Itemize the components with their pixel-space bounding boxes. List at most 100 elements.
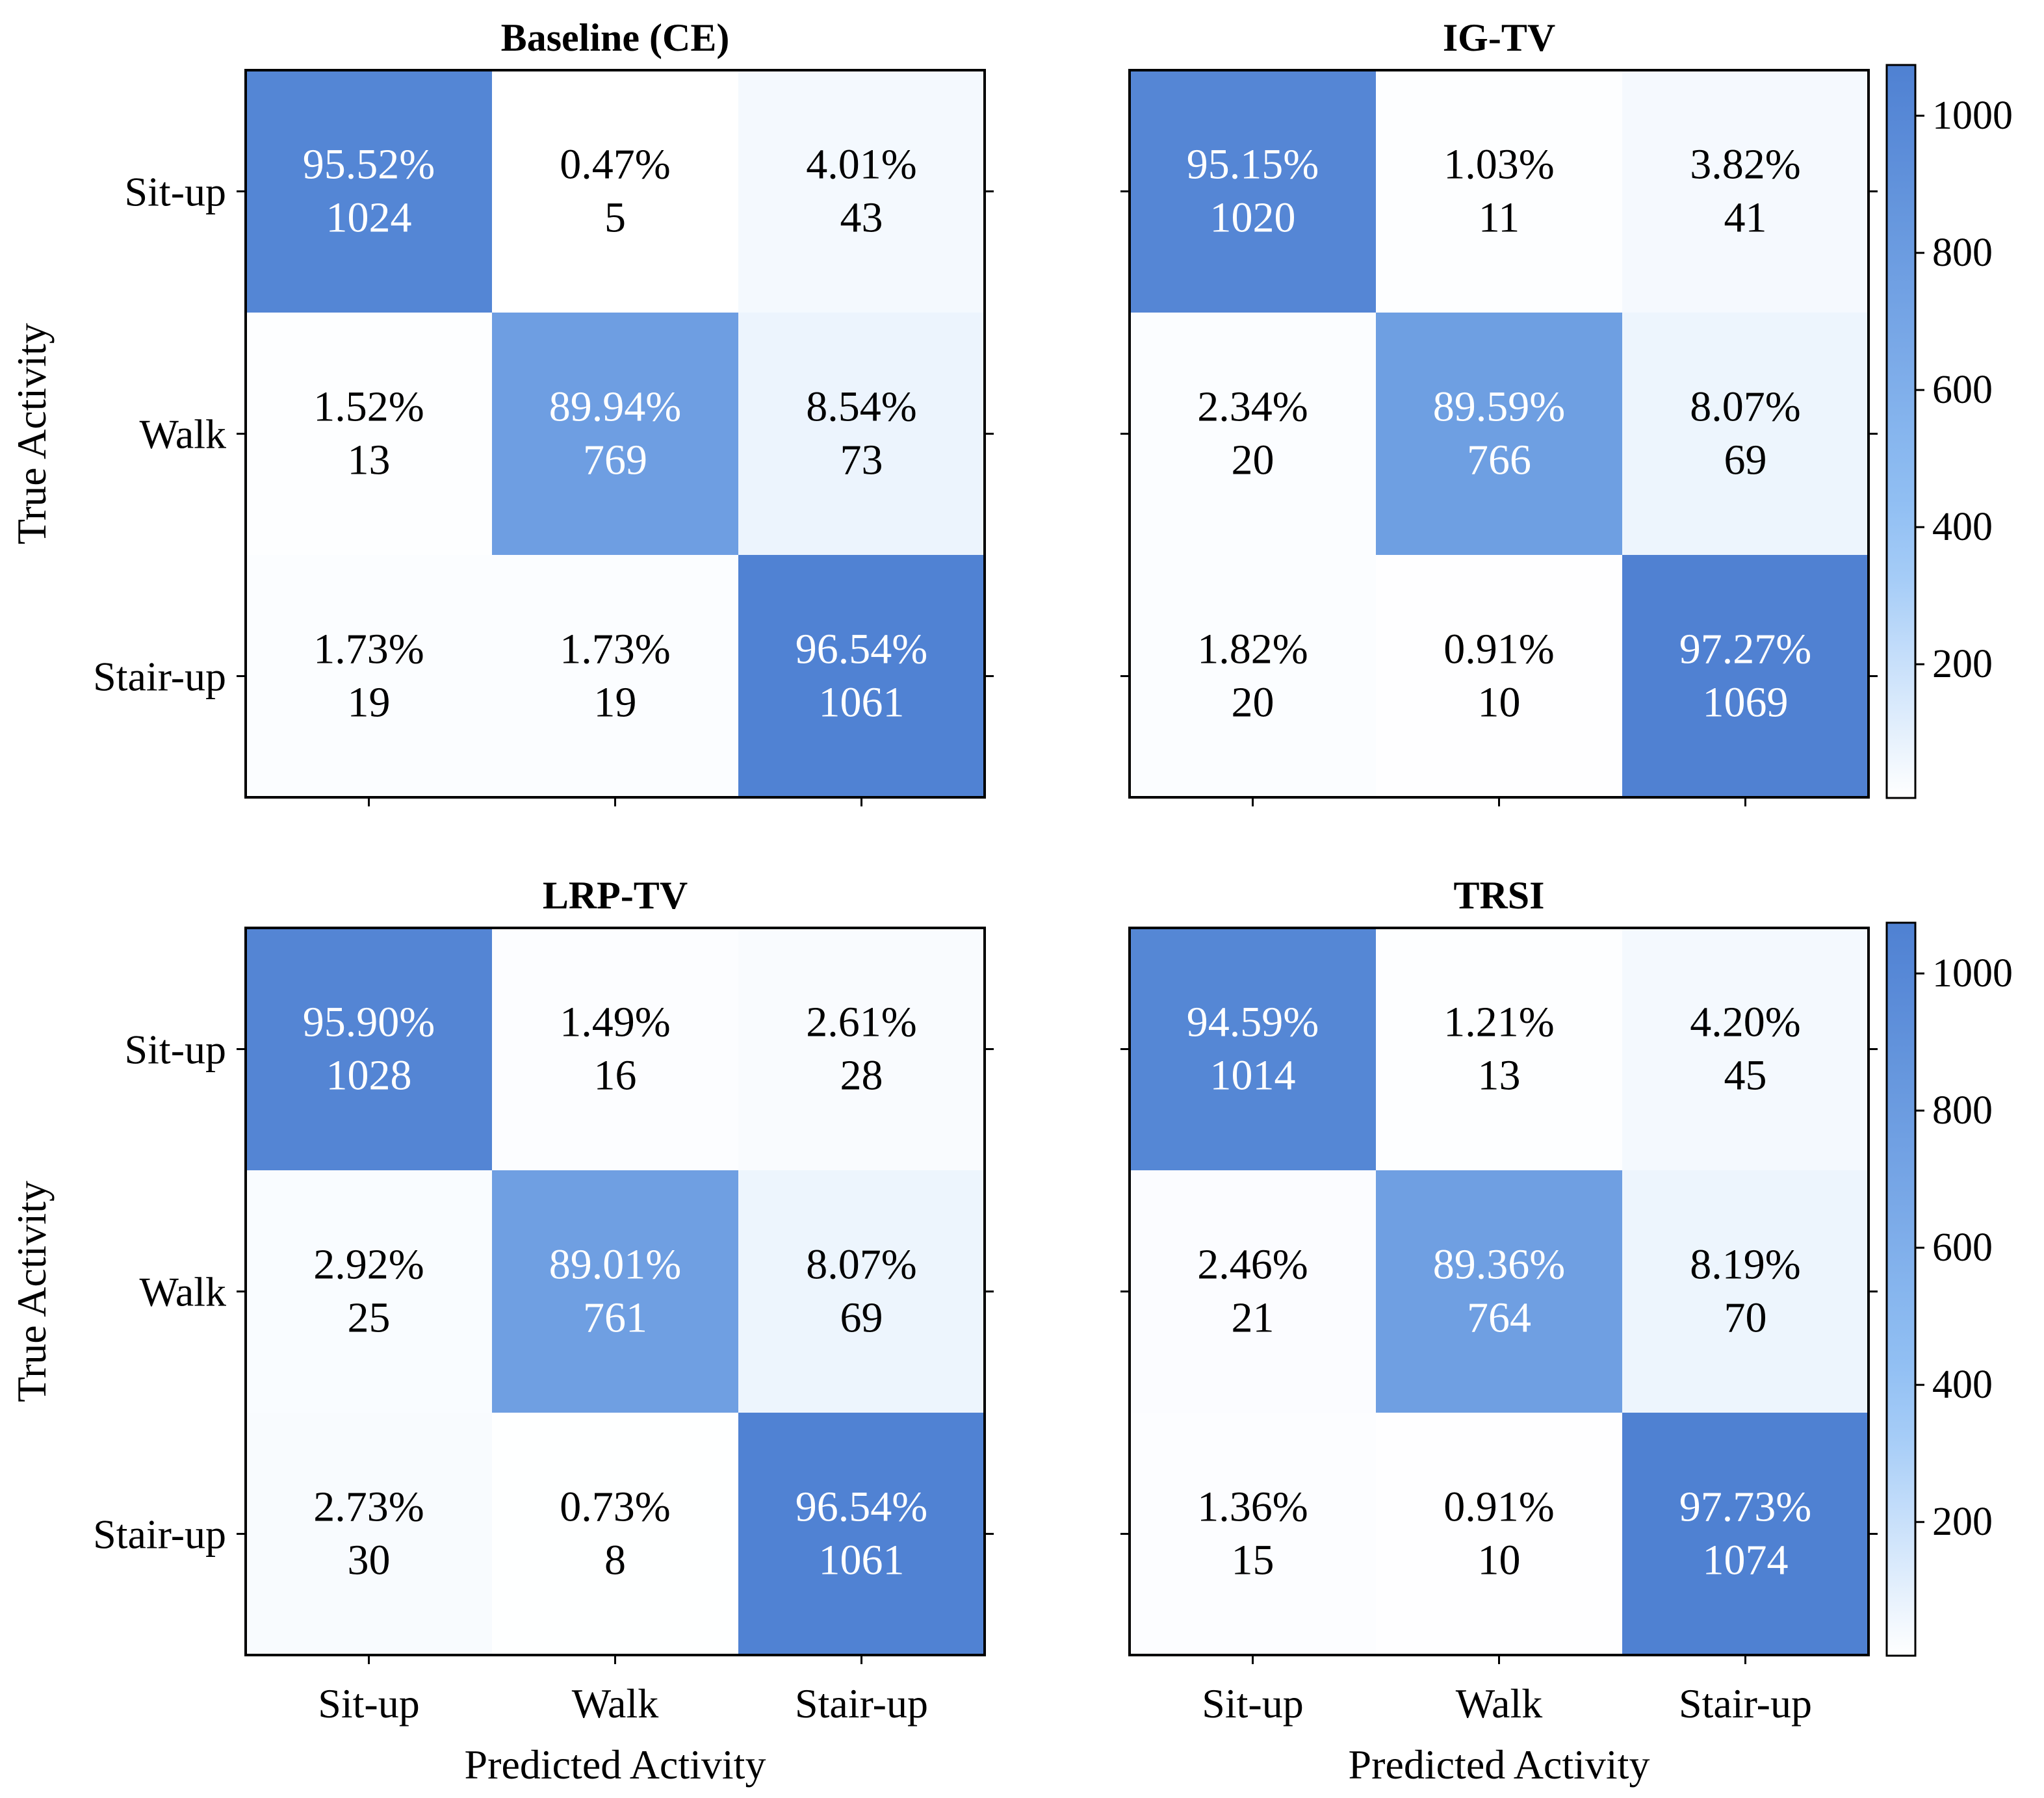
cell-count-label: 69 [840, 1294, 883, 1342]
cell-percentage-label: 2.92% [313, 1241, 424, 1289]
heatmap-cell [1130, 1170, 1377, 1413]
y-axis-label: True Activity [8, 323, 55, 545]
cell-count-label: 11 [1479, 194, 1520, 242]
colorbar-tick-label: 400 [1932, 505, 1993, 549]
cell-percentage-label: 89.94% [549, 383, 681, 431]
heatmap-cell [1376, 313, 1623, 556]
cell-count-label: 8 [604, 1537, 626, 1584]
panel-1: IG-TV95.15%10201.03%113.82%412.34%2089.5… [1120, 16, 2013, 806]
cell-count-label: 10 [1478, 679, 1521, 726]
cell-count-label: 1074 [1703, 1537, 1789, 1584]
cell-count-label: 1028 [326, 1052, 412, 1099]
cell-percentage-label: 94.59% [1187, 999, 1319, 1046]
heatmap-cell [246, 1170, 493, 1413]
cell-percentage-label: 97.73% [1679, 1483, 1811, 1531]
cell-percentage-label: 2.34% [1197, 383, 1308, 431]
heatmap-cell [738, 928, 985, 1171]
colorbar-tick-label: 800 [1932, 1088, 1993, 1133]
heatmap-cell [738, 1170, 985, 1413]
cell-count-label: 30 [348, 1537, 391, 1584]
colorbar-tick-label: 1000 [1932, 951, 2013, 995]
y-tick-label: Stair-up [93, 654, 226, 700]
cell-count-label: 19 [348, 679, 391, 726]
cell-count-label: 761 [583, 1294, 647, 1342]
heatmap-cell [1622, 555, 1869, 798]
cell-percentage-label: 2.73% [313, 1483, 424, 1531]
cell-count-label: 1069 [1703, 679, 1789, 726]
heatmap-cell [738, 555, 985, 798]
cell-count-label: 19 [594, 679, 637, 726]
cell-percentage-label: 1.52% [313, 383, 424, 431]
cell-count-label: 5 [604, 194, 626, 242]
panel-title: TRSI [1453, 874, 1544, 917]
cell-count-label: 764 [1467, 1294, 1531, 1342]
cell-percentage-label: 1.73% [313, 626, 424, 673]
heatmap-cell [1376, 1170, 1623, 1413]
cell-count-label: 20 [1232, 679, 1274, 726]
cell-percentage-label: 0.73% [560, 1483, 670, 1531]
cell-percentage-label: 1.82% [1197, 626, 1308, 673]
x-tick-label: Sit-up [318, 1680, 419, 1727]
heatmap-cell [246, 555, 493, 798]
heatmap-cell [246, 313, 493, 556]
cell-percentage-label: 1.36% [1197, 1483, 1308, 1531]
cell-count-label: 69 [1724, 437, 1767, 484]
colorbar-tick-label: 200 [1932, 1500, 1993, 1544]
cell-percentage-label: 0.91% [1443, 1483, 1554, 1531]
heatmap-cell [246, 928, 493, 1171]
cell-percentage-label: 2.46% [1197, 1241, 1308, 1289]
cell-count-label: 1020 [1210, 194, 1296, 242]
y-axis-label: True Activity [8, 1181, 55, 1402]
cell-count-label: 13 [1478, 1052, 1521, 1099]
heatmap-cell [492, 928, 739, 1171]
cell-percentage-label: 4.20% [1690, 999, 1800, 1046]
panel-3: TRSI 94.59% 1014 1.21% 13 4.20% 45 2.46% 21 89.36… [1120, 874, 2013, 1788]
cell-count-label: 41 [1724, 194, 1767, 242]
panel-title: LRP-TV [543, 874, 688, 917]
panel-title: Baseline (CE) [501, 16, 730, 59]
cell-count-label: 25 [348, 1294, 391, 1342]
cell-percentage-label: 89.01% [549, 1241, 681, 1289]
panel-2: LRP-TV 95.90% 1028 1.49% 16 2.61% 28 2.92% 25 89.… [8, 874, 994, 1788]
cell-count-label: 15 [1232, 1537, 1274, 1584]
colorbar [1885, 64, 1917, 799]
y-tick-label: Sit-up [125, 1027, 226, 1073]
cell-percentage-label: 1.73% [560, 626, 670, 673]
cell-percentage-label: 2.61% [806, 999, 916, 1046]
heatmap-cell [1130, 1413, 1377, 1656]
cell-percentage-label: 97.27% [1679, 626, 1811, 673]
cell-count-label: 10 [1478, 1537, 1521, 1584]
cell-percentage-label: 8.19% [1690, 1241, 1800, 1289]
cell-count-label: 13 [348, 437, 391, 484]
cell-count-label: 45 [1724, 1052, 1767, 1099]
x-tick-label: Walk [572, 1680, 658, 1727]
colorbar-tick-label: 600 [1932, 1226, 1993, 1270]
colorbar-tick-label: 1000 [1932, 94, 2013, 138]
heatmap-cell [1130, 70, 1377, 313]
heatmap-cell [738, 1413, 985, 1656]
cell-percentage-label: 3.82% [1690, 141, 1800, 188]
cell-count-label: 20 [1232, 437, 1274, 484]
colorbar-tick-label: 200 [1932, 642, 1993, 686]
x-axis-label: Predicted Activity [1349, 1741, 1650, 1788]
y-tick-label: Walk [140, 411, 226, 457]
heatmap-cell [1376, 555, 1623, 798]
heatmap-cell [1376, 70, 1623, 313]
cell-count-label: 1061 [819, 1537, 905, 1584]
y-tick-label: Walk [140, 1269, 226, 1315]
cell-count-label: 1024 [326, 194, 412, 242]
heatmap-cell [246, 1413, 493, 1656]
heatmap-cell [492, 70, 739, 313]
cell-percentage-label: 0.47% [560, 141, 670, 188]
x-tick-label: Stair-up [795, 1680, 928, 1727]
heatmap-cell [1622, 1413, 1869, 1656]
y-tick-label: Sit-up [125, 169, 226, 215]
cell-count-label: 73 [840, 437, 883, 484]
colorbar-tick-label: 400 [1932, 1363, 1993, 1407]
cell-count-label: 766 [1467, 437, 1531, 484]
cell-count-label: 21 [1232, 1294, 1274, 1342]
cell-percentage-label: 1.49% [560, 999, 670, 1046]
heatmap-cell [1376, 1413, 1623, 1656]
x-tick-label: Stair-up [1679, 1680, 1812, 1727]
